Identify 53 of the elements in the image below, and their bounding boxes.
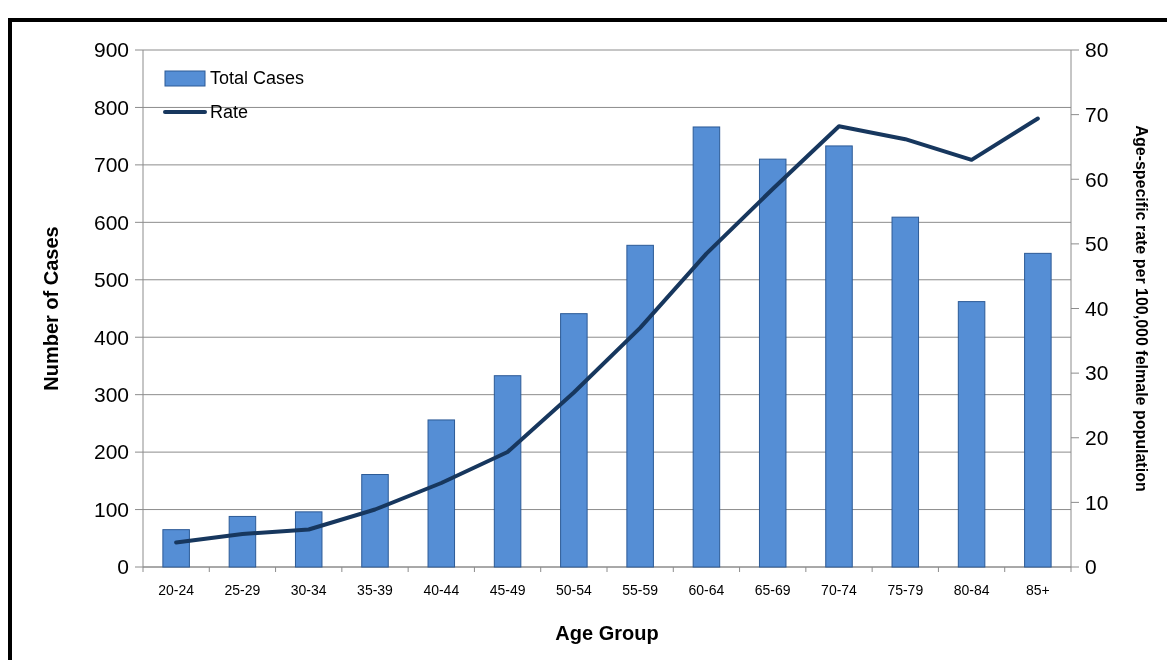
bar xyxy=(294,511,323,568)
y-axis-title: Number of Cases xyxy=(40,226,62,391)
y-tick-label: 500 xyxy=(93,268,129,292)
x-tick-label: 65-69 xyxy=(754,582,791,598)
y2-tick-label: 60 xyxy=(1085,167,1109,191)
x-tick-label: 60-64 xyxy=(688,582,725,598)
y-tick-label: 100 xyxy=(93,497,129,521)
y-tick-label: 0 xyxy=(117,555,129,579)
bar xyxy=(1024,252,1052,568)
x-tick-label: 25-29 xyxy=(224,582,261,598)
y2-tick-label: 20 xyxy=(1085,426,1109,450)
x-tick-label: 30-34 xyxy=(290,582,327,598)
bar xyxy=(162,529,190,568)
bar xyxy=(228,515,257,568)
x-tick-label: 40-44 xyxy=(423,582,460,598)
y-tick-label: 400 xyxy=(93,325,129,349)
y2-tick-label: 80 xyxy=(1085,38,1109,62)
y2-tick-label: 30 xyxy=(1085,361,1109,385)
x-tick-label: 20-24 xyxy=(158,582,195,598)
x-tick-label: 85+ xyxy=(1025,582,1050,598)
bar xyxy=(493,375,522,568)
y2-tick-label: 0 xyxy=(1085,555,1097,579)
line-series xyxy=(174,116,1040,545)
y2-tick-label: 40 xyxy=(1085,296,1109,320)
y-tick-label: 600 xyxy=(93,210,129,234)
x-tick-label: 75-79 xyxy=(887,582,924,598)
bar xyxy=(692,126,721,568)
x-tick-label: 50-54 xyxy=(555,582,592,598)
bar xyxy=(891,216,920,568)
y-tick-label: 800 xyxy=(93,95,129,119)
bar xyxy=(560,313,588,568)
x-tick-label: 70-74 xyxy=(821,582,858,598)
bar xyxy=(361,474,389,568)
legend-label: Rate xyxy=(210,102,249,123)
x-axis-title: Age Group xyxy=(555,622,659,644)
y2-tick-label: 10 xyxy=(1085,490,1109,514)
legend-label: Total Cases xyxy=(210,68,305,89)
bar xyxy=(957,301,986,568)
y-tick-label: 200 xyxy=(93,440,129,464)
bar xyxy=(825,145,853,568)
x-tick-label: 80-84 xyxy=(953,582,990,598)
y-tick-label: 900 xyxy=(93,38,129,62)
y2-tick-label: 70 xyxy=(1085,102,1109,126)
x-tick-label: 55-59 xyxy=(622,582,659,598)
bar xyxy=(626,244,654,568)
bar xyxy=(758,158,787,568)
y-tick-label: 700 xyxy=(93,153,129,177)
bar xyxy=(427,419,456,568)
x-tick-label: 35-39 xyxy=(357,582,394,598)
y2-axis-title: Age-specific rate per 100,000 felmale population xyxy=(1133,125,1150,492)
x-tick-label: 45-49 xyxy=(489,582,526,598)
y-tick-label: 300 xyxy=(93,383,129,407)
y2-tick-label: 50 xyxy=(1085,232,1109,256)
